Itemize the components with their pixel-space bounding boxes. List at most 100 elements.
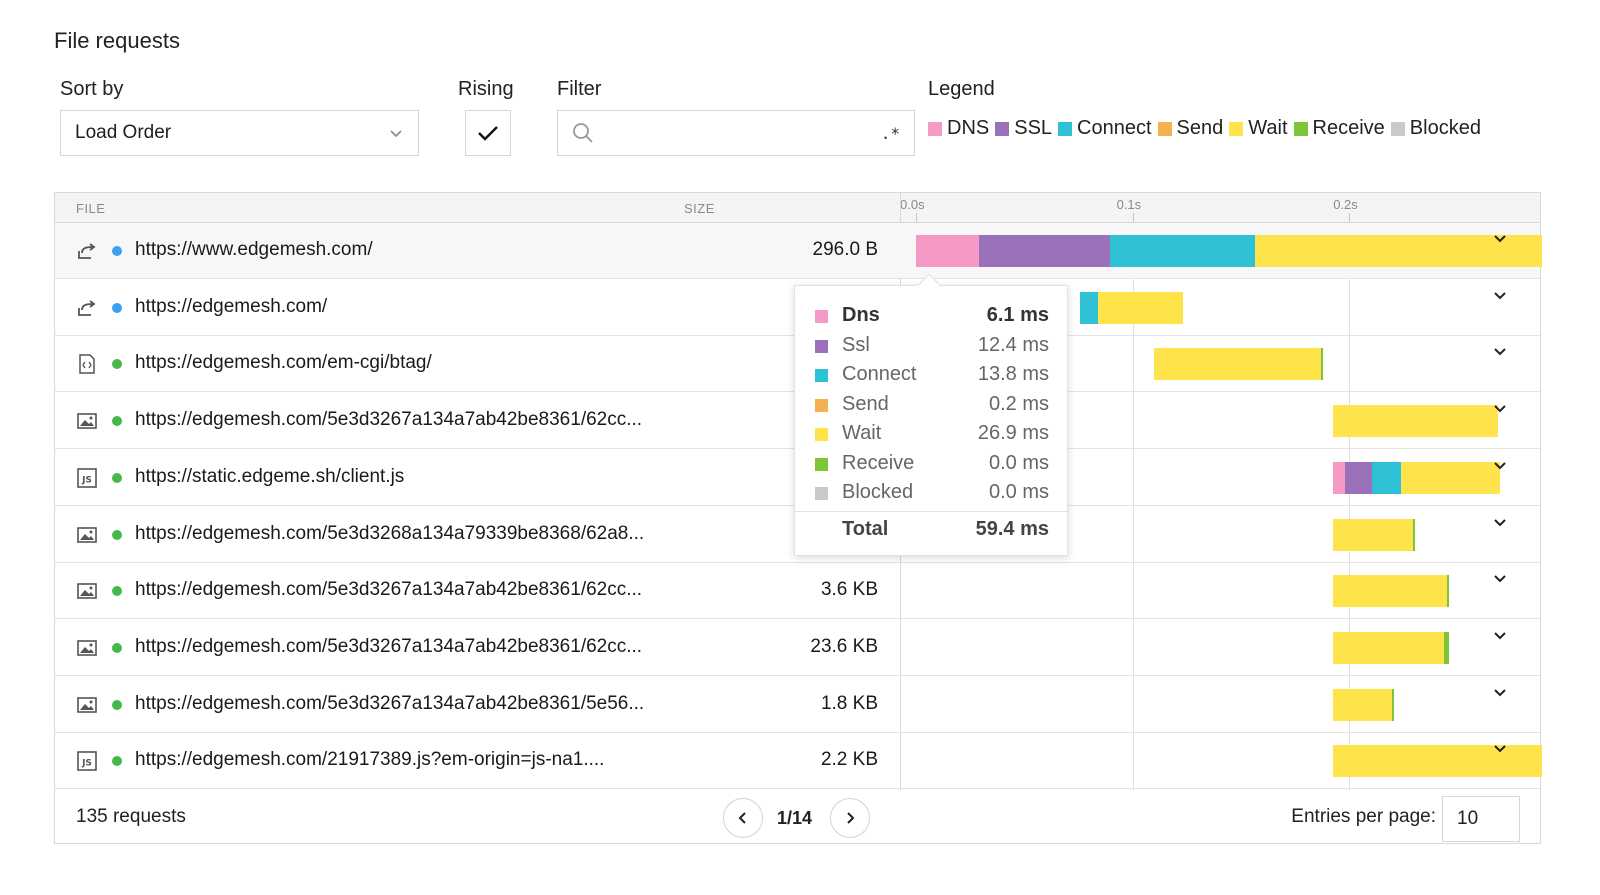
timing-bar-wait[interactable]: [1332, 745, 1542, 778]
tooltip-row-value: 0.0 ms: [988, 481, 1049, 503]
timing-bar-ssl[interactable]: [1345, 461, 1373, 494]
checkmark-icon: [478, 126, 498, 141]
expand-row-button[interactable]: [1493, 628, 1507, 647]
rising-checkbox[interactable]: [465, 110, 511, 156]
timing-bar-receive[interactable]: [1412, 518, 1415, 551]
legend-item-blocked: Blocked: [1390, 117, 1481, 140]
timing-tooltip: Dns 6.1 ms Ssl 12.4 ms Connect 13.8 ms Send 0.2…: [794, 273, 1068, 556]
redirect-icon: [77, 241, 97, 261]
js-file-icon: JS: [77, 751, 97, 772]
timing-bar-ssl[interactable]: [979, 235, 1110, 267]
tooltip-row-value: 0.0 ms: [988, 451, 1049, 474]
expand-row-button[interactable]: [1493, 741, 1507, 760]
request-size: 23.6 KB: [810, 635, 878, 657]
legend-swatch: [1058, 121, 1073, 136]
entries-per-page-input[interactable]: [1442, 796, 1520, 842]
prev-page-button[interactable]: [723, 798, 763, 838]
expand-row-button[interactable]: [1493, 458, 1507, 477]
filter-label: Filter: [557, 78, 602, 100]
request-url[interactable]: https://edgemesh.com/5e3d3267a134a7ab42b…: [135, 579, 643, 601]
tooltip-row-label: Send: [842, 392, 889, 415]
expand-row-button[interactable]: [1493, 344, 1507, 363]
timing-bar-wait[interactable]: [1332, 688, 1393, 721]
timing-bar-wait[interactable]: [1332, 405, 1499, 438]
image-file-icon: [77, 638, 97, 658]
table-footer: 135 requests 1/14 Entries per page:: [55, 790, 1540, 845]
request-url[interactable]: https://edgemesh.com/5e3d3267a134a7ab42b…: [135, 635, 643, 657]
header-file: FILE: [76, 201, 106, 216]
request-url[interactable]: https://edgemesh.com/5e3d3268a134a79339b…: [135, 522, 645, 544]
expand-row-button[interactable]: [1493, 231, 1507, 250]
timing-bar-dns[interactable]: [916, 235, 980, 267]
tooltip-row-label: Ssl: [842, 333, 870, 356]
timing-bar-wait[interactable]: [1154, 348, 1321, 381]
legend-label: Blocked: [1409, 117, 1481, 139]
timing-bar-wait[interactable]: [1332, 518, 1413, 551]
expand-row-button[interactable]: [1493, 401, 1507, 420]
tooltip-row-label: Receive: [842, 451, 915, 474]
status-dot: [112, 472, 122, 483]
timeline-gridline: [1132, 223, 1134, 790]
svg-text:JS: JS: [81, 759, 92, 769]
timing-bar-receive[interactable]: [1447, 575, 1450, 608]
status-dot: [112, 359, 122, 370]
request-url[interactable]: https://edgemesh.com/5e3d3267a134a7ab42b…: [135, 409, 643, 431]
sort-by-label: Sort by: [60, 78, 124, 100]
legend-label: DNS: [947, 117, 990, 139]
chevron-right-icon: [847, 812, 855, 824]
tooltip-row-wait: Wait 26.9 ms: [815, 420, 1049, 450]
timing-bar-wait[interactable]: [1332, 631, 1444, 664]
request-url[interactable]: https://edgemesh.com/: [135, 295, 328, 317]
timing-bar-dns[interactable]: [1332, 461, 1346, 494]
request-url[interactable]: https://edgemesh.com/5e3d3267a134a7ab42b…: [135, 692, 645, 714]
tooltip-row-value: 6.1 ms: [986, 304, 1049, 326]
filter-input[interactable]: [604, 122, 881, 144]
image-file-icon: [77, 525, 97, 545]
timeline-tick-label: 0.0s: [900, 197, 925, 212]
requests-table: FILE SIZE 0.0s 0.1s 0.2s https://www.edgem…: [54, 192, 1542, 845]
timing-bar-receive[interactable]: [1392, 688, 1395, 721]
timing-bar-connect[interactable]: [1372, 461, 1402, 494]
timing-bar-wait[interactable]: [1255, 235, 1542, 267]
chevron-down-icon: [1494, 745, 1506, 753]
next-page-button[interactable]: [830, 798, 870, 838]
timing-bar-wait[interactable]: [1401, 461, 1500, 494]
request-size: 2.2 KB: [820, 749, 878, 771]
timing-bar-wait[interactable]: [1332, 575, 1448, 608]
expand-row-button[interactable]: [1493, 288, 1507, 307]
table-row[interactable]: https://edgemesh.com/5e3d3267a134a7ab42b…: [55, 620, 1540, 676]
timing-bar-receive[interactable]: [1443, 631, 1449, 664]
chevron-down-icon: [1494, 291, 1506, 300]
chevron-down-icon: [1494, 688, 1506, 697]
request-url[interactable]: https://edgemesh.com/em-cgi/btag/: [135, 352, 432, 374]
expand-row-button[interactable]: [1493, 515, 1507, 534]
timing-bar-receive[interactable]: [1320, 348, 1323, 381]
tooltip-row-ssl: Ssl 12.4 ms: [815, 332, 1049, 362]
sort-by-select[interactable]: Load Order: [60, 110, 419, 156]
expand-row-button[interactable]: [1493, 571, 1507, 590]
table-row[interactable]: https://edgemesh.com/5e3d3268a134a79339b…: [55, 507, 1540, 563]
legend-item-send: Send: [1157, 117, 1223, 140]
chevron-down-icon: [1494, 348, 1506, 356]
page-title: File requests: [54, 28, 180, 53]
waterfall-timeline: [900, 193, 1542, 790]
timing-bar-connect[interactable]: [1109, 235, 1256, 267]
status-dot: [112, 756, 122, 767]
chevron-down-icon: [390, 130, 402, 138]
timing-bar-wait[interactable]: [1097, 291, 1183, 324]
tooltip-row-label: Blocked: [842, 481, 914, 503]
expand-row-button[interactable]: [1493, 685, 1507, 704]
regex-toggle[interactable]: .*: [880, 123, 900, 143]
table-row[interactable]: JS https://edgemesh.com/21917389.js?em-or…: [55, 733, 1540, 790]
table-row[interactable]: https://edgemesh.com/5e3d3267a134a7ab42b…: [55, 677, 1540, 733]
tooltip-swatch: [815, 310, 828, 323]
table-row[interactable]: https://edgemesh.com/5e3d3267a134a7ab42b…: [55, 563, 1540, 620]
tooltip-swatch: [815, 457, 828, 471]
request-url[interactable]: https://www.edgemesh.com/: [135, 239, 373, 260]
request-url[interactable]: https://edgemesh.com/21917389.js?em-orig…: [135, 749, 605, 771]
request-url[interactable]: https://static.edgeme.sh/client.js: [135, 465, 405, 487]
tooltip-swatch: [815, 369, 828, 382]
table-header: FILE SIZE 0.0s 0.1s 0.2s: [55, 193, 1540, 223]
tooltip-row-value: 0.2 ms: [988, 392, 1049, 415]
timing-bar-connect[interactable]: [1080, 291, 1098, 324]
